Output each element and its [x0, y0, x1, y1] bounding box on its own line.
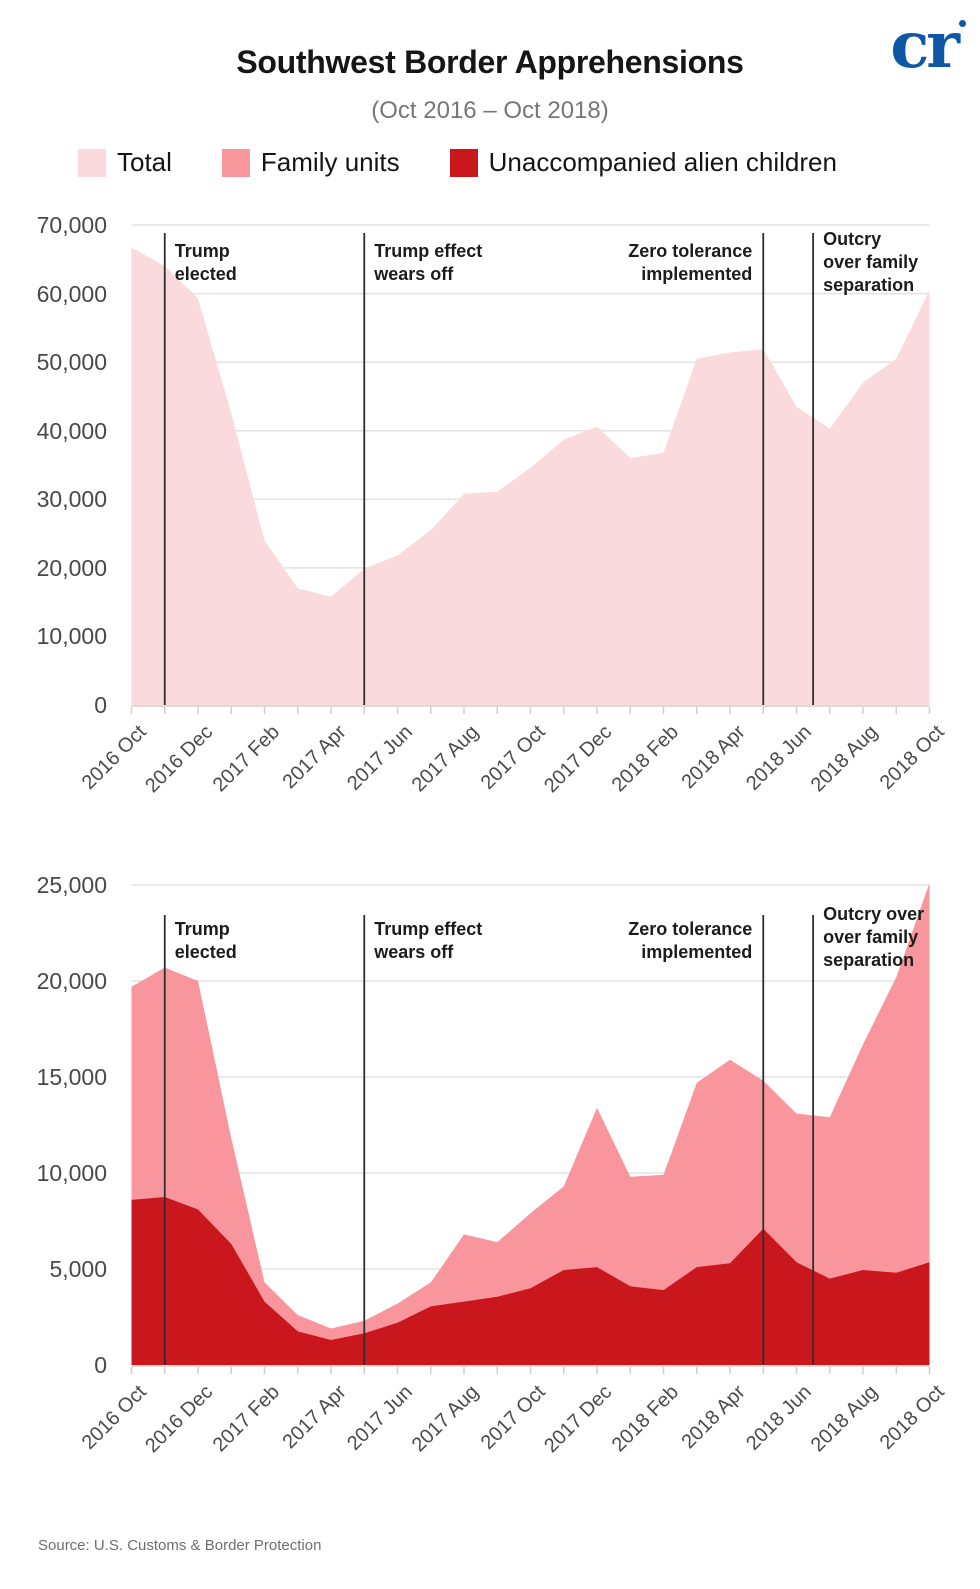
page-title: Southwest Border Apprehensions	[236, 44, 744, 80]
y-tick-label: 0	[94, 1352, 107, 1378]
source-credit: Source: U.S. Customs & Border Protection	[38, 1537, 322, 1554]
annotation-outcry-over: Outcry over over family separation	[823, 904, 925, 970]
area-family-units	[131, 883, 930, 1365]
logo-trademark-dot	[959, 20, 966, 27]
annotation-trump-effect: Trump effect wears off	[374, 919, 483, 962]
y-tick-label: 40,000	[36, 417, 107, 444]
y-tick-label: 20,000	[36, 554, 107, 581]
y-tick-label: 10,000	[36, 1160, 107, 1186]
family-uac-area-chart	[130, 883, 931, 1374]
y-tick-label: 25,000	[36, 872, 107, 898]
annotation-trump: Trump elected	[174, 919, 237, 962]
consumer-reports-logo: cr	[890, 14, 966, 78]
y-tick-label: 0	[94, 692, 107, 718]
y-tick-label: 50,000	[36, 349, 107, 376]
legend-swatch-uac	[449, 148, 478, 177]
y-tick-label: 15,000	[36, 1064, 107, 1090]
annotation-trump: Trump elected	[174, 241, 237, 284]
legend-item-family-units: Family units	[221, 147, 400, 178]
annotation-zero-tolerance: Zero tolerance implemented	[628, 241, 753, 284]
page-subtitle: (Oct 2016 – Oct 2018)	[371, 97, 609, 124]
logo-text: cr	[890, 8, 960, 83]
y-tick-label: 20,000	[36, 968, 107, 994]
annotation-zero-tolerance: Zero tolerance implemented	[628, 919, 753, 962]
legend-label-family-units: Family units	[260, 147, 400, 177]
chart-legend: Total Family units Unaccompanied alien c…	[78, 147, 837, 178]
area-total	[131, 247, 930, 705]
legend-swatch-family-units	[221, 148, 250, 177]
annotation-trump-effect: Trump effect wears off	[374, 241, 483, 284]
legend-label-uac: Unaccompanied alien children	[488, 147, 837, 177]
legend-item-uac: Unaccompanied alien children	[449, 147, 837, 178]
area-unaccompanied-alien-children	[131, 1197, 930, 1365]
legend-swatch-total	[78, 148, 106, 177]
annotation-outcry: Outcry over family separation	[823, 229, 919, 295]
y-tick-label: 70,000	[36, 212, 107, 238]
y-tick-label: 60,000	[36, 280, 107, 307]
y-tick-label: 5,000	[49, 1256, 107, 1282]
y-tick-label: 10,000	[36, 623, 107, 650]
total-area-chart	[130, 224, 931, 714]
legend-item-total: Total	[78, 147, 172, 178]
y-tick-label: 30,000	[36, 486, 107, 513]
legend-label-total: Total	[117, 147, 172, 177]
